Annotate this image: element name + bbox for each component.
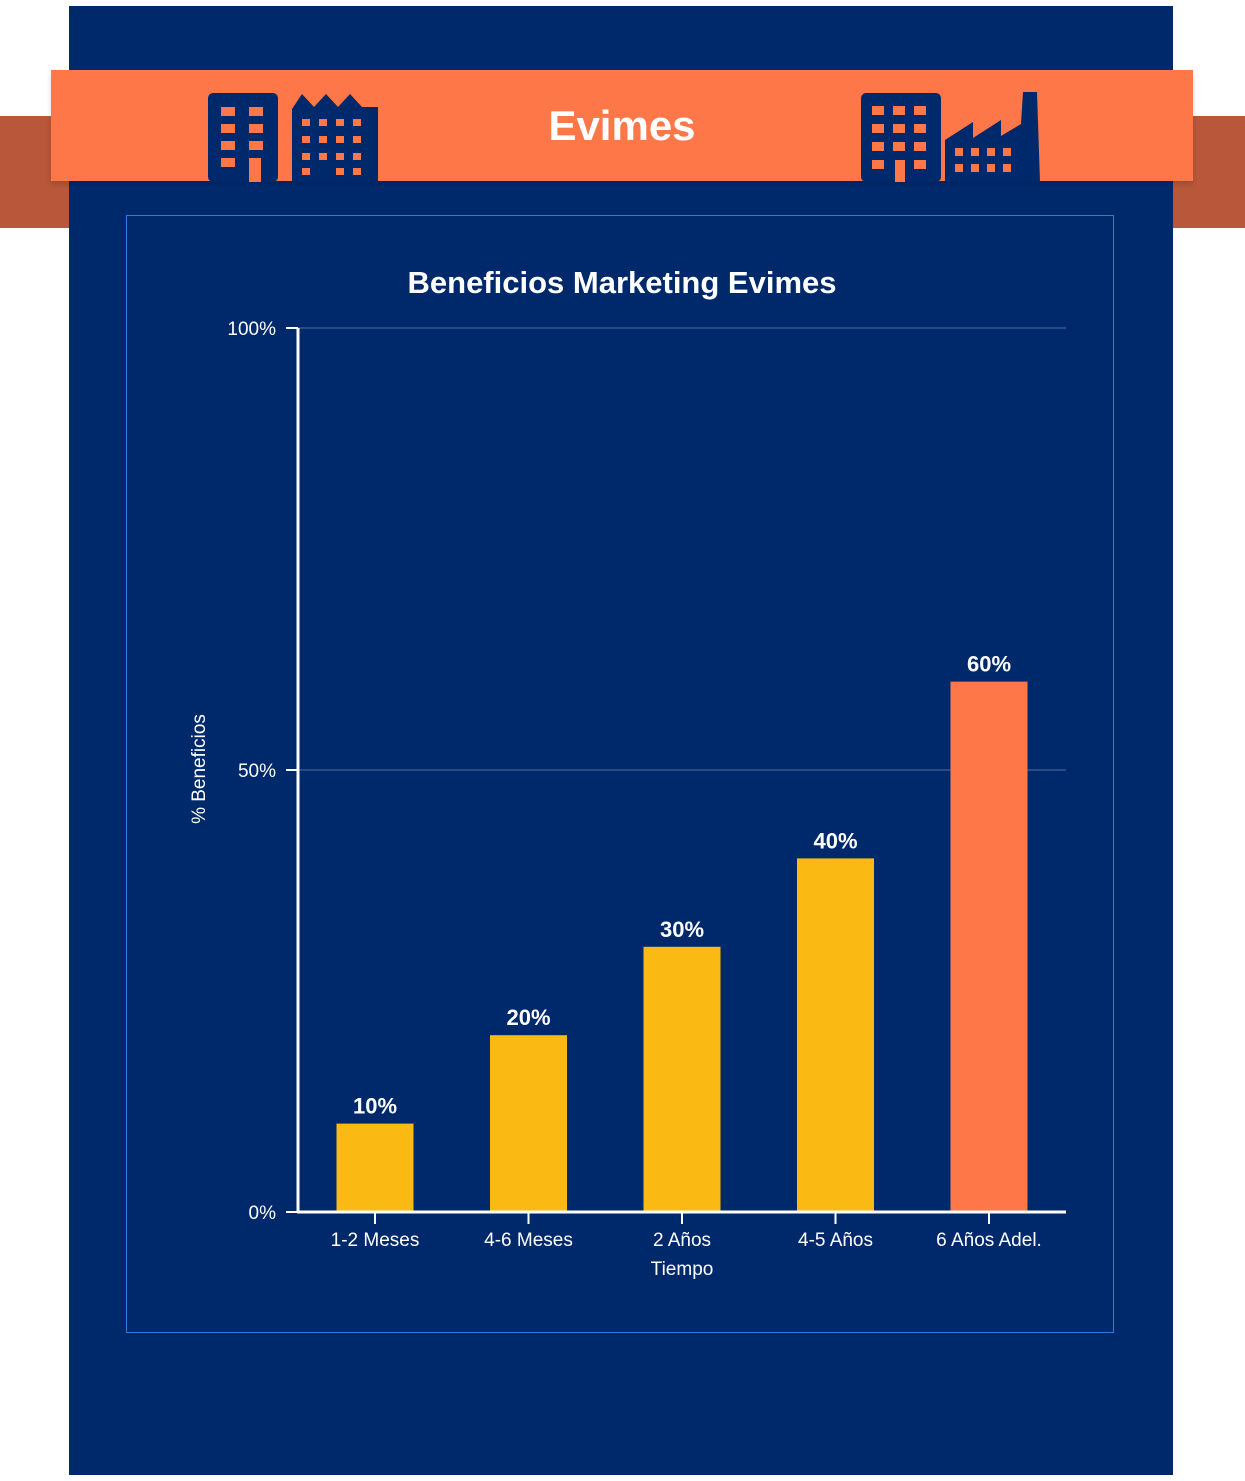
- data-label: 20%: [506, 1005, 550, 1030]
- chart-title: Beneficios Marketing Evimes: [408, 265, 837, 300]
- apartment-building-icon: [292, 91, 378, 187]
- x-axis-label: Tiempo: [651, 1259, 714, 1280]
- data-label: 10%: [353, 1094, 397, 1119]
- bar: [950, 681, 1028, 1212]
- bar: [336, 1123, 414, 1212]
- data-label: 60%: [967, 652, 1011, 677]
- y-tick-label: 100%: [227, 319, 276, 340]
- y-tick-label: 50%: [238, 761, 276, 782]
- data-label: 40%: [813, 828, 857, 853]
- office-building-icon: [208, 93, 278, 187]
- bar: [797, 858, 874, 1212]
- x-tick-label: 4-6 Meses: [484, 1230, 573, 1251]
- x-tick-label: 6 Años Adel.: [936, 1230, 1042, 1251]
- banner-title: Evimes: [548, 102, 696, 149]
- bar: [490, 1035, 567, 1212]
- y-tick-label: 0%: [249, 1203, 277, 1224]
- office-block-icon: [861, 93, 941, 187]
- x-tick-label: 1-2 Meses: [331, 1230, 420, 1251]
- x-tick-label: 4-5 Años: [798, 1230, 873, 1251]
- factory-icon: [945, 90, 1040, 187]
- y-axis-label: % Beneficios: [189, 714, 210, 824]
- x-tick-label: 2 Años: [653, 1230, 711, 1251]
- bar: [643, 946, 721, 1212]
- data-label: 30%: [660, 917, 704, 942]
- chart-frame: [126, 215, 1114, 1333]
